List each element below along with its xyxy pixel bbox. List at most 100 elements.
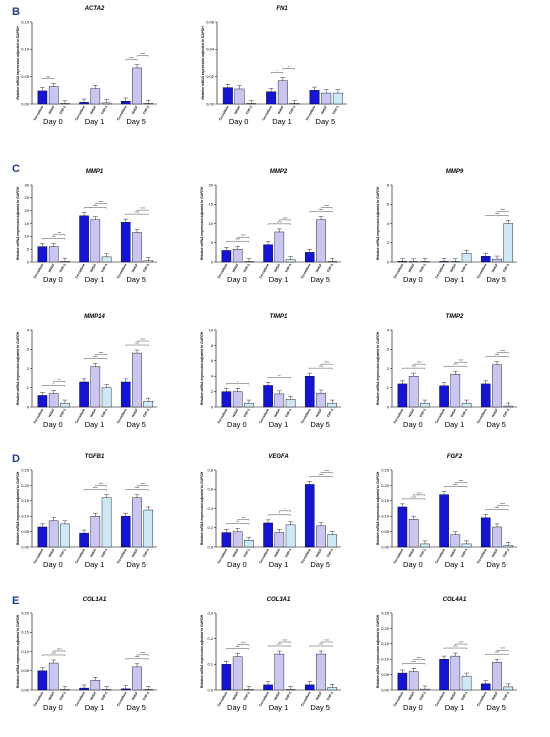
bar-co-culture-day0 <box>397 383 408 408</box>
significance-bracket <box>267 377 291 379</box>
significance-bracket <box>83 358 107 360</box>
y-tick-label: 4 <box>387 327 390 332</box>
x-category-label: Co-culture <box>33 548 45 564</box>
x-category-label: THP-1 <box>100 691 108 701</box>
x-category-label: Co-culture <box>434 263 446 279</box>
x-category-label: NHDF <box>449 408 457 418</box>
significance-bracket <box>309 211 333 213</box>
x-category-label: Co-culture <box>116 105 128 121</box>
x-category-label: NHDF <box>233 105 241 115</box>
y-tick-label: 0 <box>387 404 390 409</box>
x-group-label: Day 0 <box>403 560 423 569</box>
significance-label: **** <box>495 353 501 357</box>
significance-bracket <box>95 354 107 356</box>
x-group-label: Day 1 <box>445 275 465 284</box>
x-group-label: Day 0 <box>43 117 63 126</box>
y-tick-label: 0 <box>27 259 30 264</box>
significance-label: **** <box>319 208 325 212</box>
x-category-label: Co-culture <box>305 105 317 121</box>
bar-thp-1-day0 <box>244 540 254 548</box>
x-category-label: NHDF <box>89 105 97 115</box>
x-category-label: Co-culture <box>393 691 405 707</box>
chart-title: FN1 <box>276 6 288 12</box>
y-tick-label: 4 <box>211 374 214 379</box>
y-tick-label: 0.15 <box>21 19 30 24</box>
y-tick-label: 0.6 <box>207 487 213 492</box>
y-tick-label: 0.10 <box>381 657 390 662</box>
x-category-label: NHDF <box>315 408 323 418</box>
significance-bracket <box>485 215 509 217</box>
significance-bracket <box>53 650 66 652</box>
bar-nhdf-day1 <box>90 366 101 408</box>
x-category-label: THP-1 <box>142 691 150 701</box>
significance-bracket <box>237 644 250 646</box>
x-group-label: Day 0 <box>227 275 247 284</box>
chart-title: TIMP2 <box>446 314 464 320</box>
chart-timp1: TIMP1 Relative mRNA expression adjusted t… <box>200 314 341 429</box>
x-category-label: THP-1 <box>59 105 67 115</box>
significance-label: **** <box>319 642 325 646</box>
x-category-label: THP-1 <box>326 548 334 558</box>
x-category-label: THP-1 <box>502 408 510 418</box>
x-category-label: THP-1 <box>419 691 427 701</box>
bar-co-culture-day0 <box>221 664 232 691</box>
significance-bracket <box>443 647 467 650</box>
y-tick-label: 0.0 <box>207 687 213 692</box>
bar-thp-1-day1 <box>101 256 112 263</box>
y-tick-label: 0.2 <box>207 525 213 530</box>
significance-label: * <box>276 69 278 73</box>
x-category-label: Co-culture <box>434 691 446 707</box>
significance-bracket <box>267 645 291 647</box>
significance-label: **** <box>99 482 105 486</box>
bar-nhdf-day2 <box>321 92 332 105</box>
bar-co-culture-day0 <box>37 246 48 263</box>
significance-bracket <box>237 237 250 239</box>
x-category-label: Co-culture <box>116 548 128 564</box>
y-tick-label: 0.10 <box>21 47 30 52</box>
x-category-label: Co-culture <box>300 263 312 279</box>
bar-nhdf-day2 <box>492 364 502 408</box>
y-tick-label: 0.00 <box>21 101 30 106</box>
y-tick-label: 4 <box>387 221 390 226</box>
bar-nhdf-day0 <box>232 531 243 548</box>
bar-co-culture-day0 <box>397 672 408 691</box>
x-category-label: NHDF <box>131 408 139 418</box>
x-category-label: NHDF <box>449 691 457 701</box>
x-group-label: Day 5 <box>126 275 146 284</box>
significance-bracket <box>42 238 66 240</box>
significance-bracket <box>443 366 467 368</box>
significance-label: **** <box>417 656 423 660</box>
bar-nhdf-day1 <box>450 534 461 548</box>
x-category-label: THP-1 <box>59 548 67 558</box>
chart-col1a1: COL1A1 Relative mRNA expression adjusted … <box>16 597 157 712</box>
significance-bracket <box>282 68 295 70</box>
x-category-label: NHDF <box>89 408 97 418</box>
y-tick-label: 0.00 <box>381 544 390 549</box>
significance-bracket <box>42 78 54 80</box>
x-category-label: NHDF <box>315 548 323 558</box>
y-tick-label: 2 <box>27 366 30 371</box>
y-axis-label: Relative mRNA expression adjusted to GAP… <box>16 331 20 405</box>
x-category-label: THP-1 <box>288 105 296 115</box>
x-category-label: NHDF <box>47 105 55 115</box>
significance-label: **** <box>500 502 506 506</box>
y-tick-label: 15 <box>25 221 30 226</box>
bar-thp-1-day2 <box>327 687 338 691</box>
x-category-label: NHDF <box>273 691 281 701</box>
significance-label: **** <box>283 216 289 220</box>
y-tick-label: 0.3 <box>207 610 213 615</box>
significance-label: *** <box>52 235 56 239</box>
bar-thp-1-day0 <box>60 261 70 263</box>
y-tick-label: 8 <box>387 182 390 187</box>
significance-label: **** <box>459 359 465 363</box>
significance-bracket <box>320 472 333 474</box>
y-tick-label: 0.25 <box>381 610 390 615</box>
significance-bracket <box>42 385 66 387</box>
bar-nhdf-day0 <box>48 520 59 548</box>
x-category-label: Co-culture <box>74 263 86 279</box>
x-category-label: NHDF <box>320 105 328 115</box>
y-tick-label: 0.06 <box>206 19 215 24</box>
x-category-label: Co-culture <box>434 408 446 424</box>
significance-bracket <box>443 486 467 488</box>
